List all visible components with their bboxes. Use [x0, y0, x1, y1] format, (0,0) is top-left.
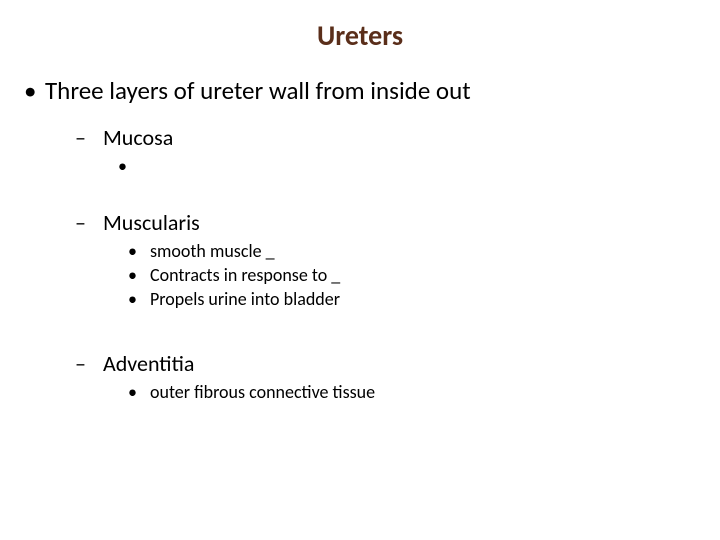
slide-title: Ureters	[0, 0, 720, 75]
bullet-l3: •	[128, 264, 150, 286]
bullet-l3: •	[118, 155, 140, 177]
level2-text: Mucosa	[103, 124, 173, 151]
level3-item: • Propels urine into bladder	[20, 288, 700, 310]
bullet-l3: •	[128, 288, 150, 310]
level3-item: • Contracts in response to _	[20, 264, 700, 286]
bullet-l2: –	[75, 124, 103, 151]
level1-item: • Three layers of ureter wall from insid…	[20, 75, 700, 106]
level3-text: smooth muscle _	[150, 240, 275, 262]
level2-item-muscularis: – Muscularis	[20, 209, 700, 236]
level3-item: • outer fibrous connective tissue	[20, 381, 700, 403]
bullet-l2: –	[75, 209, 103, 236]
level2-item-adventitia: – Adventitia	[20, 350, 700, 377]
level2-text: Adventitia	[103, 350, 194, 377]
level3-item: •	[20, 155, 700, 177]
bullet-l3: •	[128, 240, 150, 262]
level2-text: Muscularis	[103, 209, 200, 236]
bullet-l3: •	[128, 381, 150, 403]
level3-text: Propels urine into bladder	[150, 288, 340, 310]
level2-item-mucosa: – Mucosa	[20, 124, 700, 151]
bullet-l2: –	[75, 350, 103, 377]
level3-text: Contracts in response to _	[150, 264, 340, 286]
bullet-l1: •	[20, 75, 45, 106]
slide-body: • Three layers of ureter wall from insid…	[0, 75, 720, 403]
level1-text: Three layers of ureter wall from inside …	[45, 75, 471, 106]
level3-item: • smooth muscle _	[20, 240, 700, 262]
level3-text: outer fibrous connective tissue	[150, 381, 375, 403]
